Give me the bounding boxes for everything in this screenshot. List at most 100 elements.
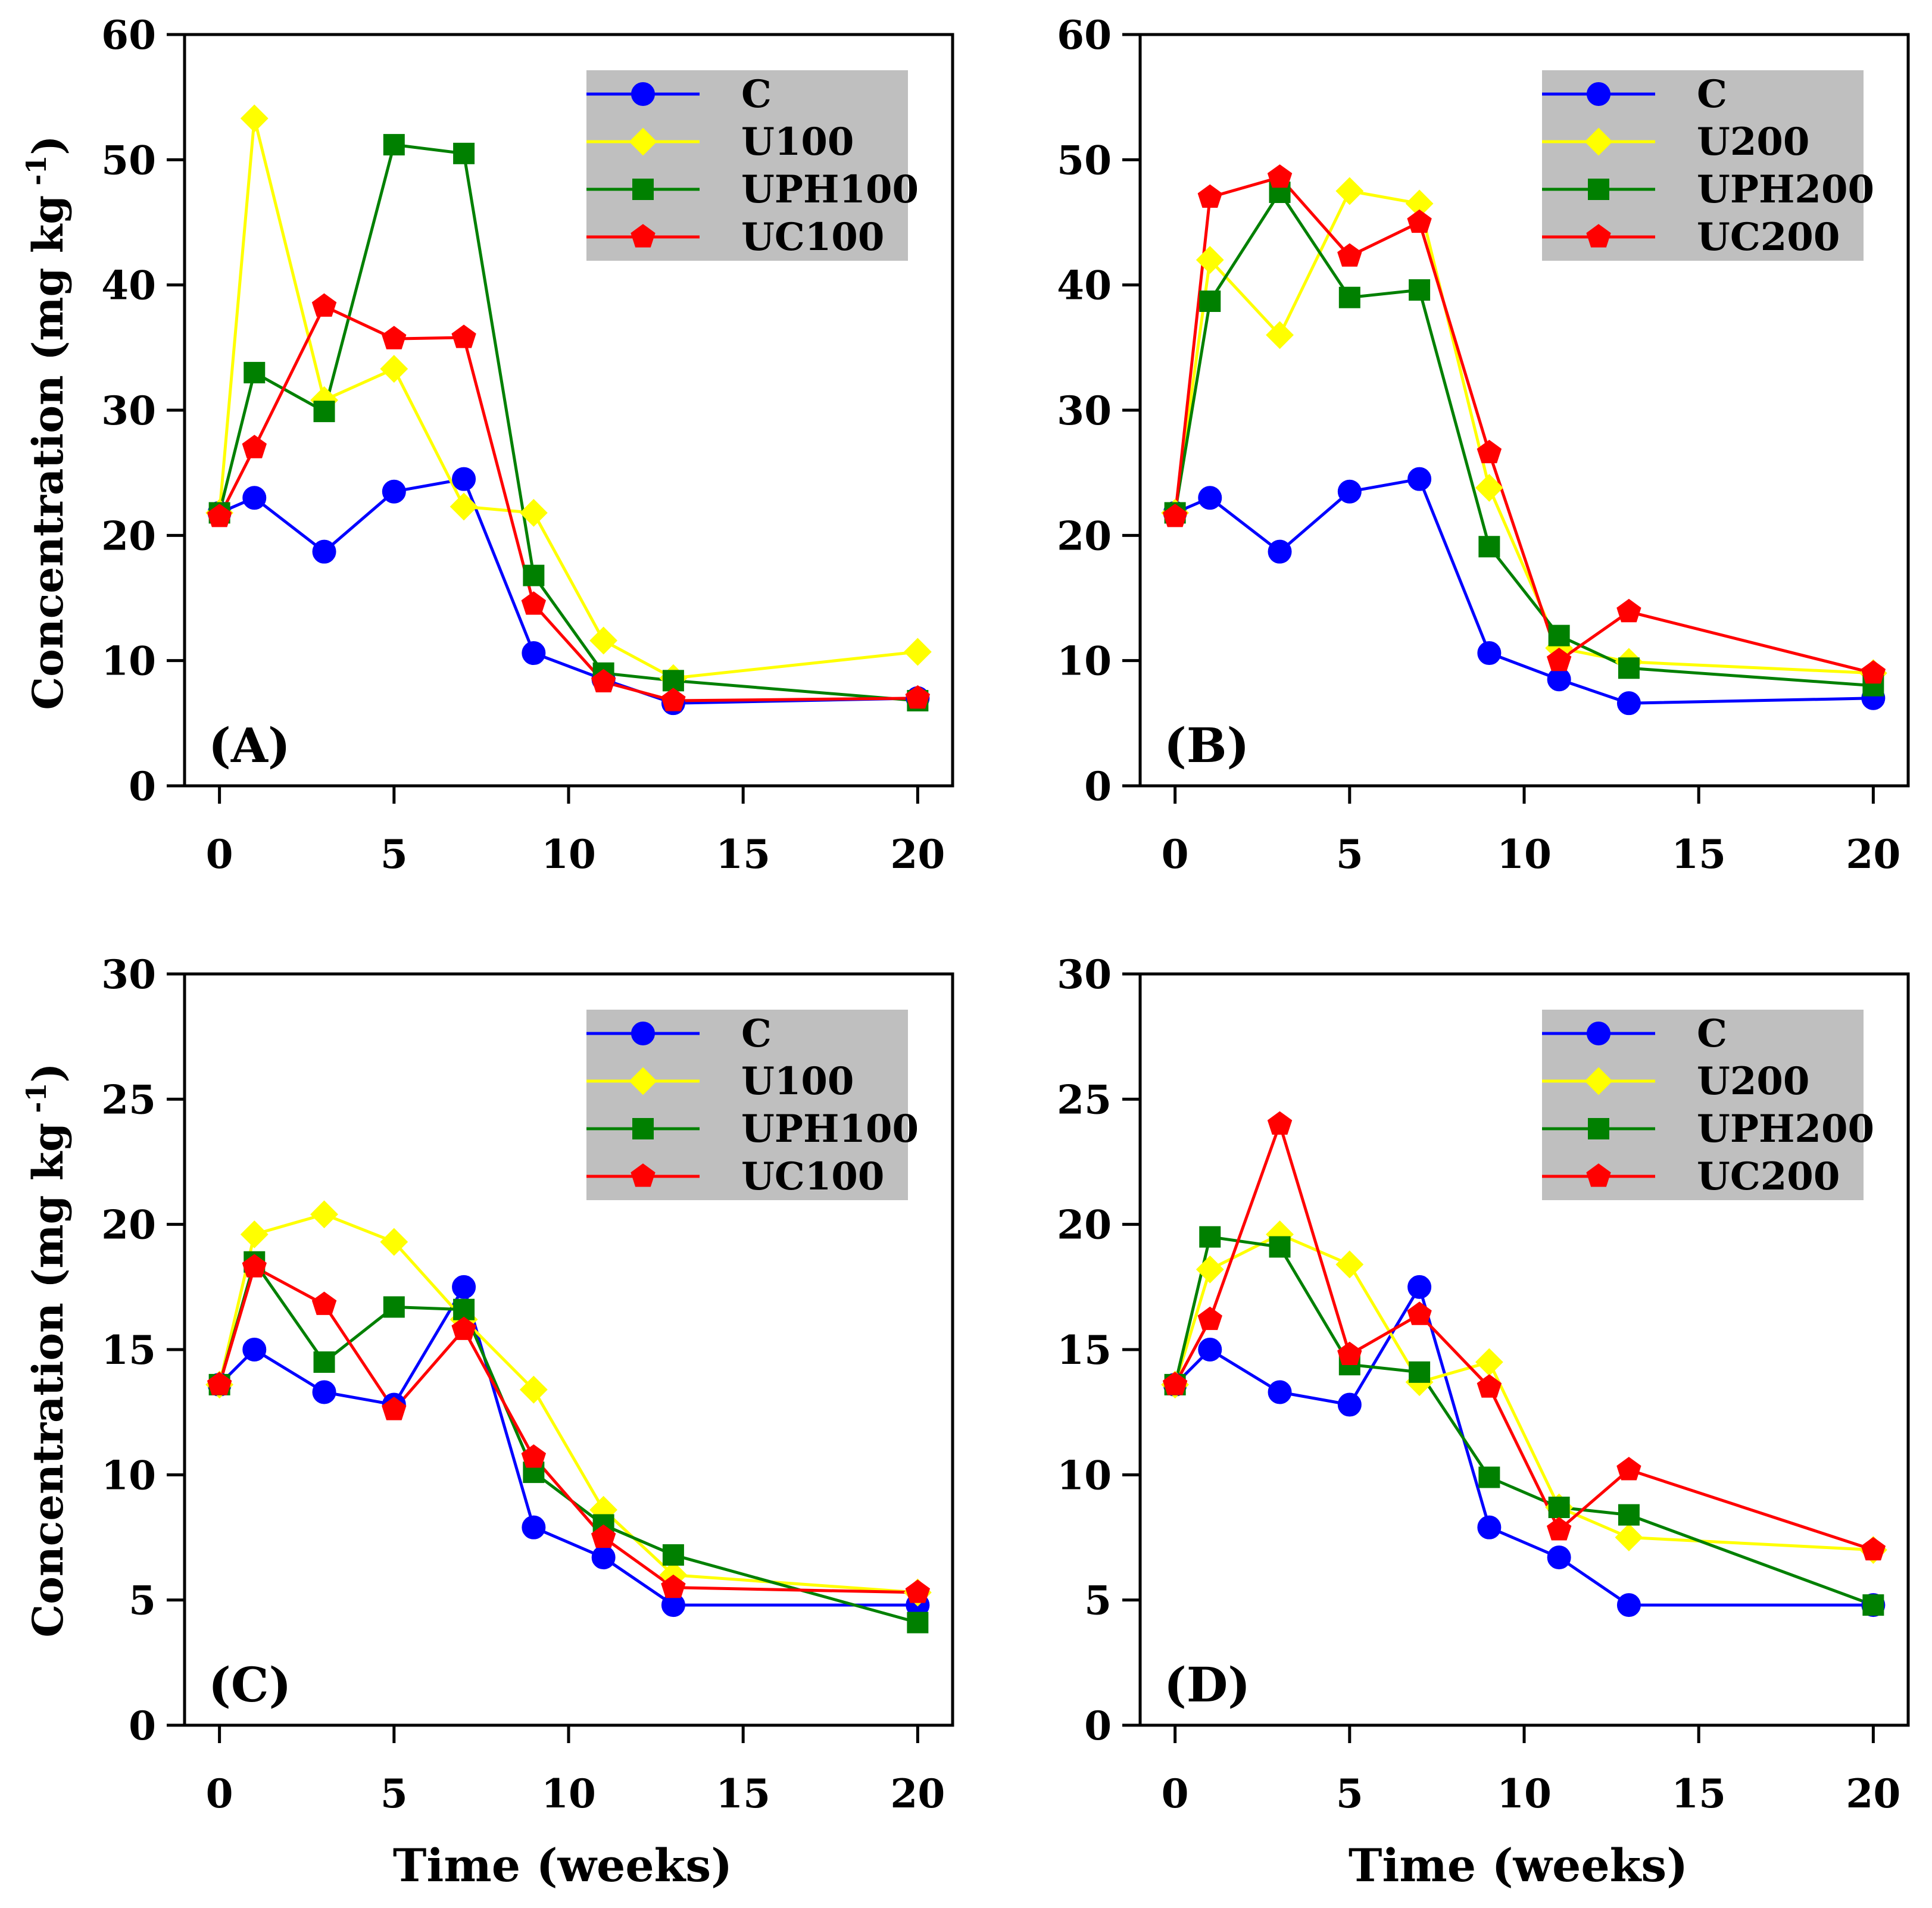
y-tick-label: 25 <box>101 1076 156 1123</box>
data-point <box>242 435 267 458</box>
series-line-c <box>219 477 918 705</box>
data-point <box>1337 243 1362 267</box>
data-point <box>382 1397 407 1420</box>
series-line-uph100 <box>218 1260 919 1624</box>
data-point <box>523 564 545 586</box>
legend-marker <box>1587 82 1610 106</box>
x-tick-label: 10 <box>541 1770 596 1817</box>
legend-item-uc200: UC200 <box>1542 1154 1840 1199</box>
data-point <box>1615 1523 1643 1551</box>
legend-marker <box>629 1067 657 1095</box>
data-point <box>661 688 686 711</box>
series-line-c <box>218 1285 918 1607</box>
y-tick-label: 40 <box>1057 263 1112 309</box>
data-point <box>1548 1497 1570 1519</box>
y-tick-label: 25 <box>1057 1076 1112 1123</box>
data-point <box>521 591 547 615</box>
data-point <box>1269 1236 1291 1258</box>
data-point <box>310 1200 338 1229</box>
data-point <box>1548 624 1570 647</box>
legend-item-uph100: UPH100 <box>586 1107 919 1151</box>
data-point <box>380 1228 408 1256</box>
data-point <box>1162 504 1188 527</box>
y-tick-label: 15 <box>1057 1327 1112 1373</box>
y-axis-title-close: ) <box>23 136 73 155</box>
legend-marker <box>1587 1022 1610 1045</box>
data-point <box>1618 657 1640 679</box>
data-point <box>1478 536 1500 558</box>
data-point <box>905 1579 931 1603</box>
data-point <box>207 504 232 527</box>
data-point <box>1547 667 1571 692</box>
data-point <box>1407 467 1432 491</box>
data-point <box>1409 279 1431 301</box>
data-point <box>240 104 269 133</box>
data-point <box>1337 1392 1362 1417</box>
data-point <box>1198 486 1222 510</box>
data-point <box>522 1515 546 1539</box>
data-point <box>1337 1341 1362 1365</box>
x-tick-label: 20 <box>1846 1770 1900 1817</box>
y-axis-title-superscript: -1 <box>20 1083 52 1123</box>
data-point <box>311 293 337 317</box>
x-tick-label: 0 <box>1162 1770 1189 1817</box>
chart-panel-a: 0 10 20 30 40 50 60 0 5 10 15 20 (A) CU100UPH100UC100… <box>20 12 954 878</box>
legend-label: UPH200 <box>1697 167 1874 212</box>
y-tick-label: 60 <box>101 12 156 58</box>
series-markers-uc200 <box>1162 1111 1886 1561</box>
data-point <box>591 1545 616 1570</box>
data-point <box>591 669 616 692</box>
legend-label: UPH100 <box>741 167 919 212</box>
x-tick-label: 15 <box>716 831 770 878</box>
data-point <box>662 670 684 692</box>
data-point <box>242 1338 267 1361</box>
data-point <box>1407 209 1432 233</box>
legend-item-uc200: UC200 <box>1542 215 1840 260</box>
x-tick-label: 0 <box>206 1770 233 1817</box>
data-point <box>1266 321 1294 349</box>
data-point <box>907 1612 929 1634</box>
legend-item-uph100: UPH100 <box>586 167 919 212</box>
series-markers-u100 <box>205 1200 932 1607</box>
data-point <box>1861 660 1886 684</box>
legend-label: U200 <box>1697 1059 1809 1104</box>
legend-marker <box>1588 179 1609 200</box>
data-point <box>1196 1255 1224 1284</box>
data-point <box>662 1544 684 1566</box>
series-markers-c <box>207 1275 930 1617</box>
data-point <box>312 539 336 564</box>
legend-item-c: C <box>586 72 772 117</box>
y-tick-label: 0 <box>129 763 156 810</box>
x-tick-label: 0 <box>1162 831 1189 878</box>
legend-marker <box>1588 1118 1609 1139</box>
data-point <box>1407 1275 1432 1299</box>
y-tick-label: 50 <box>101 137 156 183</box>
series-line-c <box>1173 1285 1874 1607</box>
legend-marker <box>631 1163 656 1187</box>
data-point <box>1616 598 1641 623</box>
y-tick-label: 40 <box>101 263 156 309</box>
y-tick-label: 30 <box>1057 388 1112 434</box>
data-point <box>1547 1545 1571 1570</box>
series-line-uph200 <box>1173 191 1874 688</box>
data-point <box>1338 286 1360 308</box>
data-point <box>1268 539 1292 564</box>
x-tick-label: 10 <box>541 831 596 878</box>
y-tick-label: 20 <box>101 1202 156 1248</box>
series-line-uc100 <box>218 304 918 702</box>
x-tick-label: 15 <box>1671 831 1726 878</box>
data-point <box>903 638 932 666</box>
series-line-u200 <box>1173 189 1874 675</box>
y-axis-title-text: Concentration (mg kg <box>23 195 73 710</box>
data-point <box>1475 1348 1503 1376</box>
data-point <box>589 626 618 655</box>
data-point <box>1477 1515 1502 1539</box>
legend-marker <box>631 1022 655 1045</box>
y-tick-label: 0 <box>129 1703 156 1749</box>
x-tick-label: 15 <box>1671 1770 1726 1817</box>
